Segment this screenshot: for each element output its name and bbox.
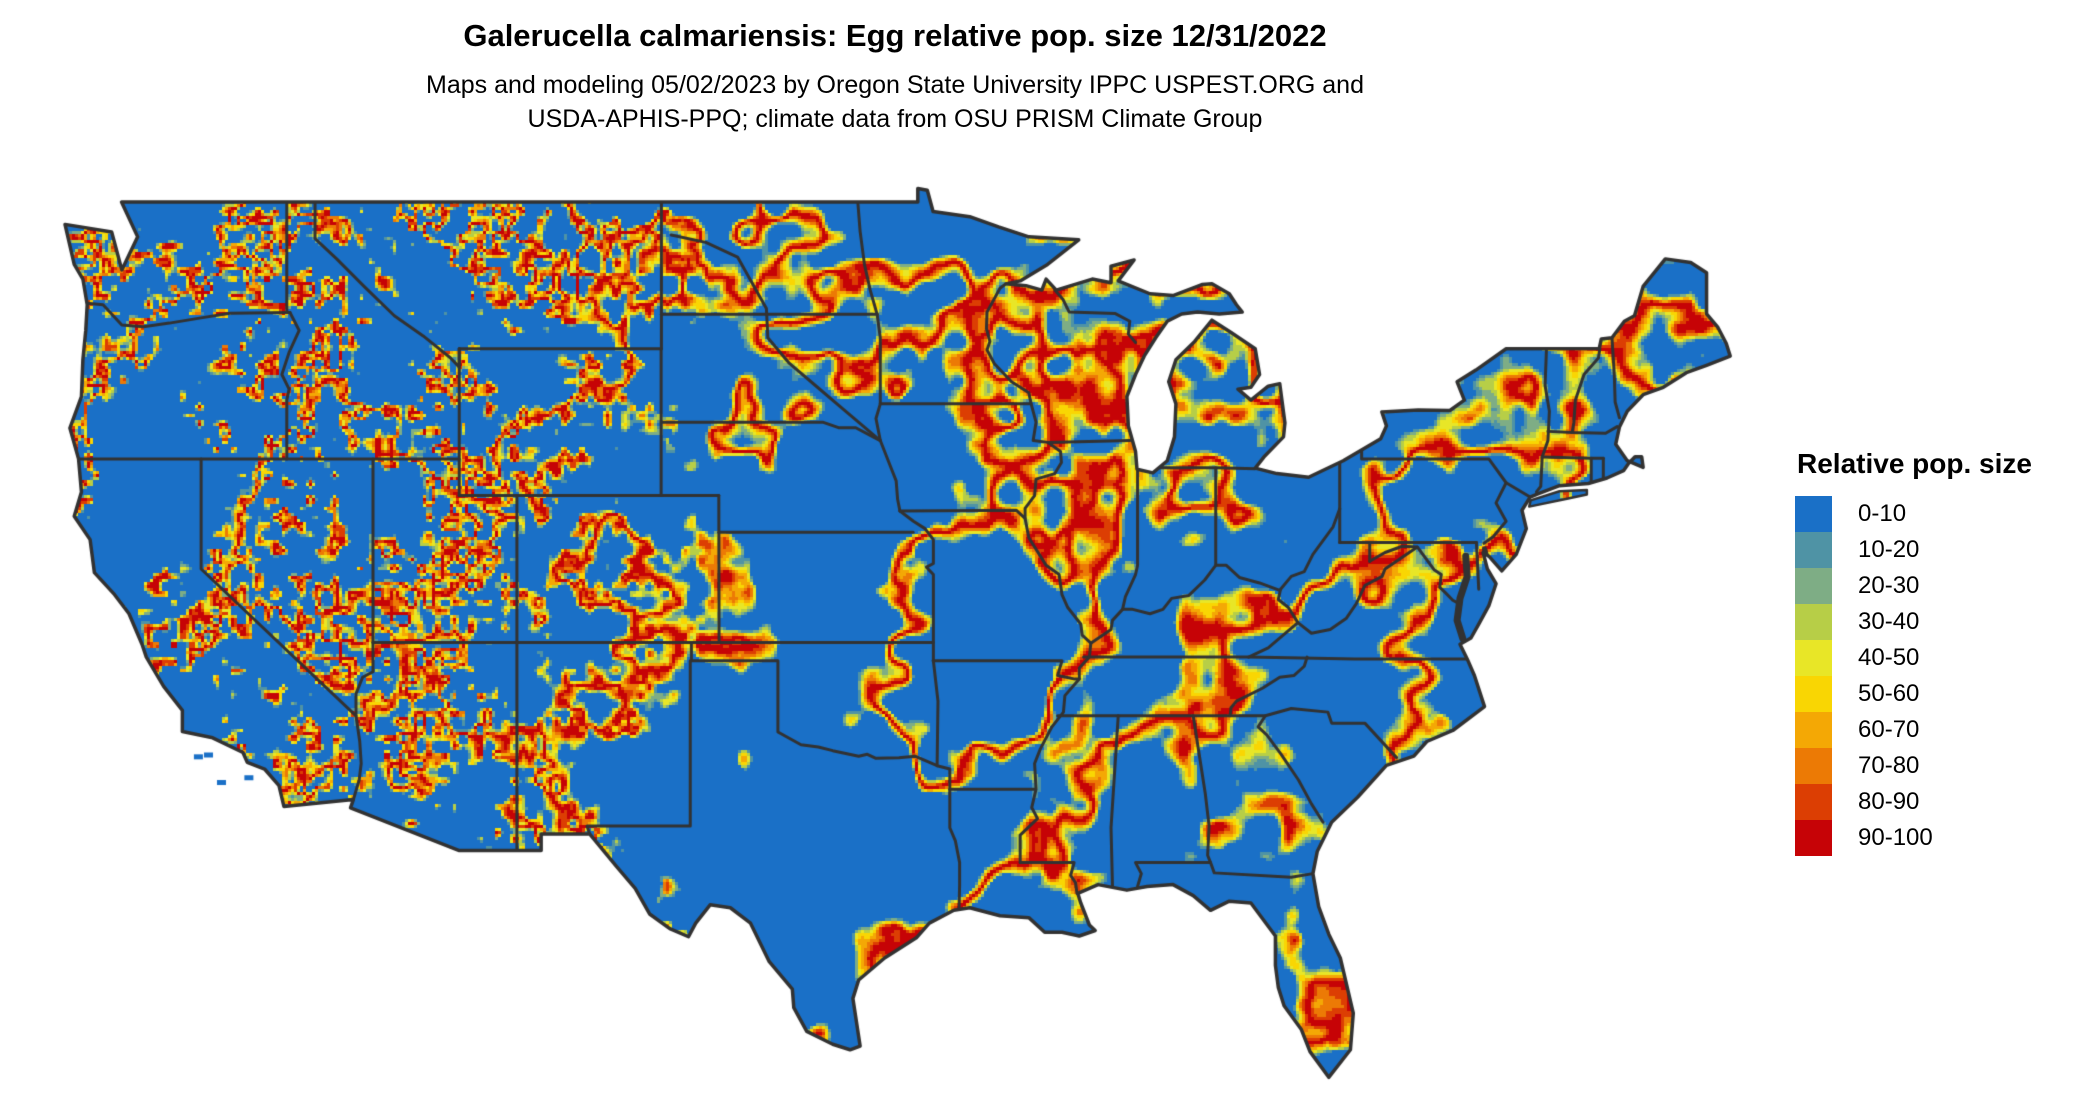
legend-items: 0-10 10-20 20-30 30-40 40-50 50-60 60-70 70-80 8… bbox=[1795, 496, 2095, 856]
legend-swatch-20-30 bbox=[1795, 568, 1832, 604]
legend-label: 90-100 bbox=[1858, 824, 1933, 851]
legend-swatch-80-90 bbox=[1795, 784, 1832, 820]
subtitle-line-1: Maps and modeling 05/02/2023 by Oregon S… bbox=[426, 71, 1364, 99]
legend: Relative pop. size 0-10 10-20 20-30 30-40 40… bbox=[1795, 448, 2095, 856]
legend-label: 40-50 bbox=[1858, 644, 1920, 671]
legend-label: 30-40 bbox=[1858, 608, 1920, 635]
legend-item-row: 20-30 bbox=[1795, 568, 2095, 604]
legend-swatch-0-10 bbox=[1795, 496, 1832, 532]
page-title: Galerucella calmariensis: Egg relative p… bbox=[463, 18, 1327, 53]
legend-label: 80-90 bbox=[1858, 788, 1920, 815]
legend-item-row: 10-20 bbox=[1795, 532, 2095, 568]
legend-label: 20-30 bbox=[1858, 572, 1920, 599]
legend-item-row: 0-10 bbox=[1795, 496, 2095, 532]
legend-item-row: 60-70 bbox=[1795, 712, 2095, 748]
legend-swatch-30-40 bbox=[1795, 604, 1832, 640]
legend-swatch-40-50 bbox=[1795, 640, 1832, 676]
legend-item-row: 30-40 bbox=[1795, 604, 2095, 640]
legend-label: 10-20 bbox=[1858, 536, 1920, 563]
legend-swatch-70-80 bbox=[1795, 748, 1832, 784]
page-subtitle: Maps and modeling 05/02/2023 by Oregon S… bbox=[0, 68, 1790, 136]
legend-swatch-90-100 bbox=[1795, 820, 1832, 856]
legend-swatch-10-20 bbox=[1795, 532, 1832, 568]
legend-swatch-50-60 bbox=[1795, 676, 1832, 712]
legend-item-row: 90-100 bbox=[1795, 820, 2095, 856]
legend-label: 60-70 bbox=[1858, 716, 1920, 743]
legend-label: 0-10 bbox=[1858, 500, 1907, 527]
legend-swatch-60-70 bbox=[1795, 712, 1832, 748]
legend-item-row: 40-50 bbox=[1795, 640, 2095, 676]
header: Galerucella calmariensis: Egg relative p… bbox=[0, 18, 1790, 136]
legend-label: 70-80 bbox=[1858, 752, 1920, 779]
subtitle-line-2: USDA-APHIS-PPQ; climate data from OSU PR… bbox=[527, 105, 1263, 133]
legend-item-row: 70-80 bbox=[1795, 748, 2095, 784]
legend-item-row: 80-90 bbox=[1795, 784, 2095, 820]
legend-item-row: 50-60 bbox=[1795, 676, 2095, 712]
legend-label: 50-60 bbox=[1858, 680, 1920, 707]
legend-title: Relative pop. size bbox=[1797, 448, 2032, 479]
